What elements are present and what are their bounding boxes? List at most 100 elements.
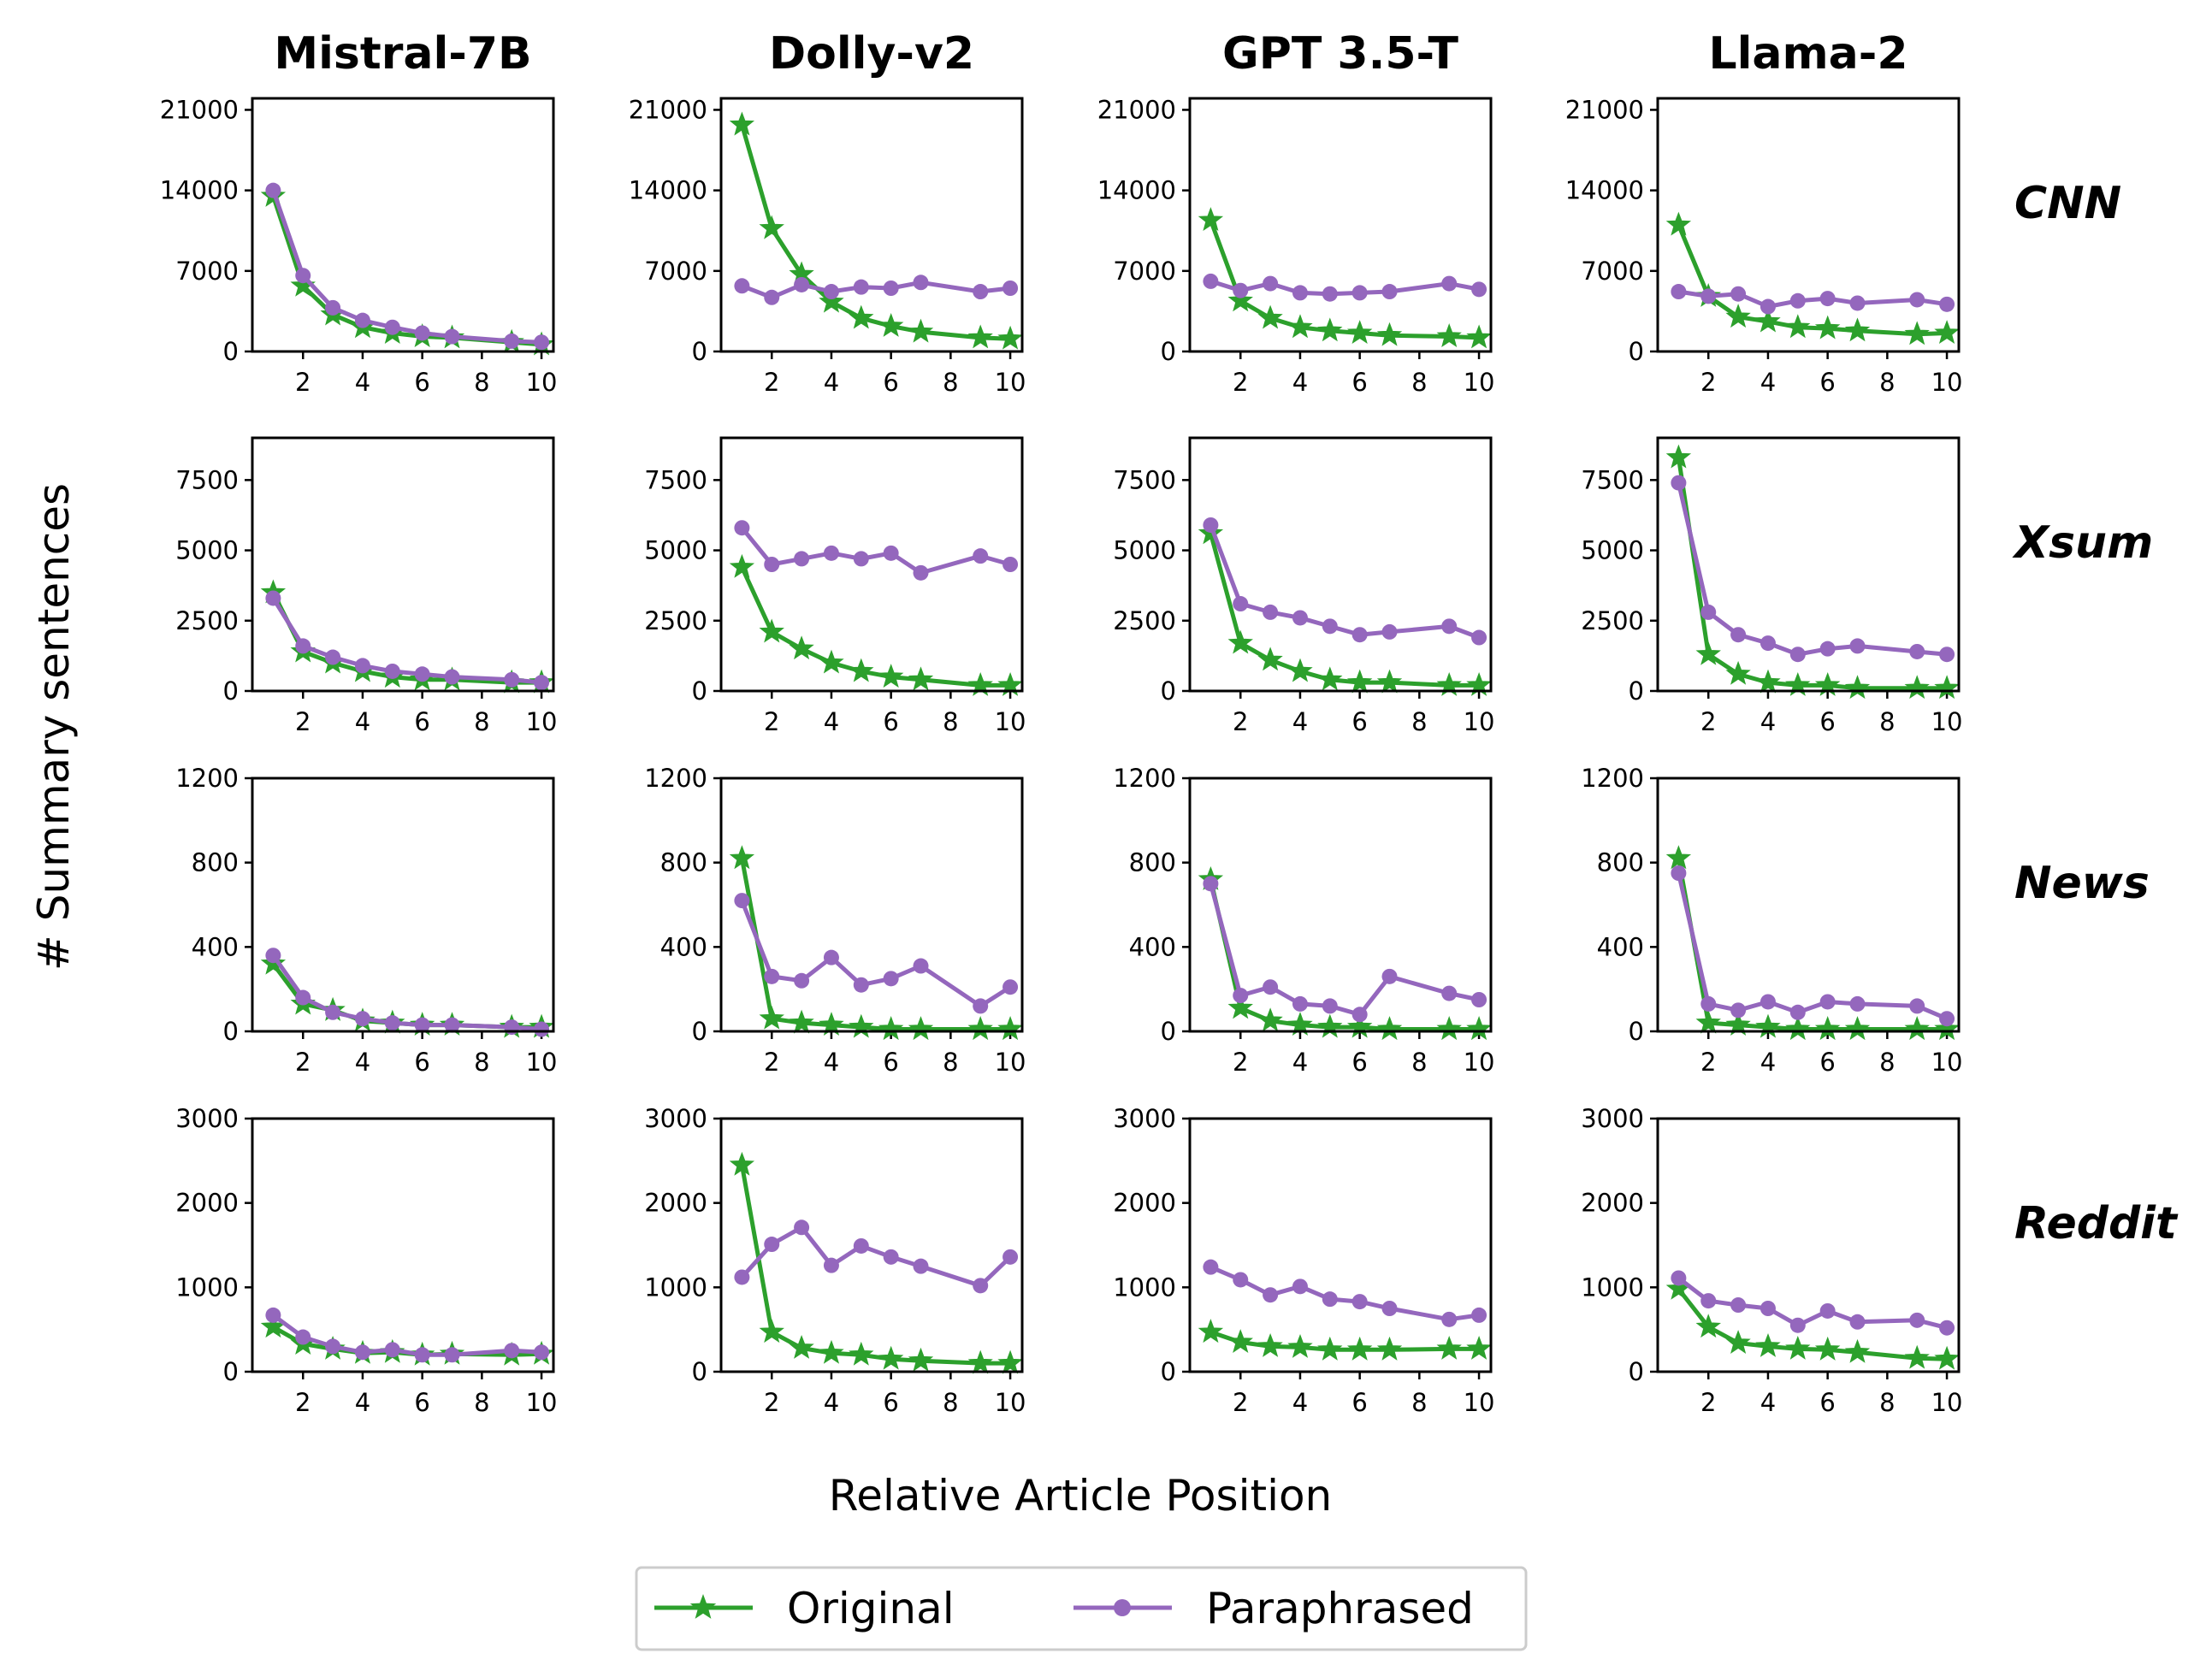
panel-news-mistral-7b: 0 400 800 1200 2 4 6 8 10 — [175, 764, 557, 1077]
point-original — [1317, 1336, 1343, 1361]
y-tick-label: 2500 — [644, 606, 707, 635]
x-tick-label: 4 — [1292, 1388, 1308, 1417]
panel-frame — [719, 776, 1024, 1033]
point-paraphrased — [1849, 995, 1866, 1012]
point-original — [1376, 669, 1403, 694]
y-tick-label: 800 — [660, 848, 707, 877]
point-original — [1695, 641, 1721, 665]
x-tick-label: 10 — [1464, 368, 1495, 397]
y-tick-label: 3000 — [1581, 1104, 1644, 1133]
point-paraphrased — [1322, 618, 1338, 635]
point-paraphrased — [1789, 1317, 1806, 1333]
row-labels: CNN Xsum News Reddit — [2012, 178, 2179, 1249]
x-tick-label: 4 — [1760, 1048, 1776, 1077]
point-paraphrased — [1819, 641, 1836, 657]
point-original — [849, 1013, 874, 1038]
point-paraphrased — [1263, 604, 1279, 620]
series-paraphrased — [1671, 284, 1955, 315]
x-tick-label: 4 — [1292, 707, 1308, 736]
point-original — [908, 1016, 934, 1041]
x-tick-label: 4 — [1760, 368, 1776, 397]
y-tick-label: 0 — [223, 1357, 239, 1386]
series-line-paraphrased — [740, 1225, 1012, 1288]
x-tick-label: 8 — [474, 1388, 489, 1417]
point-paraphrased — [444, 1017, 460, 1033]
point-paraphrased — [913, 958, 929, 974]
point-paraphrased — [823, 284, 839, 300]
y-tick-label: 1000 — [644, 1273, 707, 1302]
series-original — [1198, 207, 1492, 349]
point-original — [1198, 1319, 1224, 1343]
point-paraphrased — [1471, 1307, 1487, 1323]
x-tick-label: 6 — [1819, 1388, 1835, 1417]
point-original — [849, 1341, 874, 1366]
x-tick-label: 2 — [1233, 1048, 1248, 1077]
point-original — [1317, 666, 1343, 691]
point-paraphrased — [1819, 1302, 1836, 1319]
point-paraphrased — [794, 1219, 810, 1236]
x-tick-label: 10 — [995, 368, 1026, 397]
x-tick-label: 2 — [1700, 707, 1716, 736]
panel-frame — [719, 1117, 1024, 1373]
panel-frame — [1656, 436, 1961, 693]
point-original — [1725, 660, 1751, 685]
series-paraphrased — [1203, 876, 1487, 1023]
point-paraphrased — [295, 1329, 311, 1345]
point-paraphrased — [734, 278, 750, 294]
y-tick-label: 5000 — [1581, 536, 1644, 565]
y-tick-label: 1200 — [644, 764, 707, 793]
point-original — [1665, 211, 1692, 236]
x-tick-label: 6 — [883, 1388, 898, 1417]
x-tick-label: 10 — [1931, 1388, 1963, 1417]
point-paraphrased — [1441, 275, 1458, 292]
x-tick-label: 8 — [1879, 1048, 1895, 1077]
series-line-original — [1210, 1330, 1480, 1352]
point-paraphrased — [1819, 994, 1836, 1010]
column-title-dolly-v2: Dolly-v2 — [769, 28, 974, 80]
series-line-paraphrased — [1676, 482, 1948, 657]
point-paraphrased — [1292, 995, 1308, 1012]
point-paraphrased — [853, 279, 869, 295]
series-line-paraphrased — [1676, 872, 1949, 1021]
point-paraphrased — [1381, 623, 1398, 640]
y-tick-label: 0 — [223, 1017, 239, 1046]
series-line-original — [1208, 533, 1480, 688]
y-tick-label: 0 — [223, 337, 239, 366]
y-tick-label: 0 — [692, 676, 707, 706]
y-tick-label: 7500 — [644, 465, 707, 494]
point-paraphrased — [325, 649, 341, 665]
point-paraphrased — [504, 1343, 520, 1359]
point-paraphrased — [764, 289, 780, 305]
x-tick-label: 2 — [295, 707, 311, 736]
point-paraphrased — [384, 319, 400, 335]
x-tick-label: 8 — [474, 1048, 489, 1077]
point-paraphrased — [883, 280, 899, 296]
point-original — [1227, 287, 1253, 312]
point-original — [789, 635, 814, 660]
point-original — [908, 666, 934, 691]
x-tick-label: 8 — [1879, 1388, 1895, 1417]
y-tick-label: 2500 — [1581, 606, 1644, 635]
point-paraphrased — [1730, 286, 1747, 302]
point-original — [759, 618, 784, 643]
point-paraphrased — [534, 334, 550, 351]
x-tick-label: 8 — [1411, 1048, 1427, 1077]
y-tick-label: 400 — [660, 932, 707, 961]
point-original — [1814, 1336, 1841, 1361]
series-paraphrased — [265, 1307, 550, 1363]
y-tick-label: 7500 — [175, 465, 239, 494]
y-tick-label: 800 — [1597, 848, 1644, 877]
point-paraphrased — [504, 671, 520, 688]
point-original — [1287, 314, 1313, 339]
point-original — [1725, 304, 1751, 328]
point-paraphrased — [764, 968, 780, 984]
series-paraphrased — [734, 275, 1019, 305]
legend-label-original: Original — [787, 1584, 955, 1633]
point-paraphrased — [384, 1342, 400, 1358]
y-tick-label: 1000 — [1581, 1273, 1644, 1302]
x-tick-label: 2 — [1233, 1388, 1248, 1417]
point-original — [1904, 675, 1930, 700]
y-tick-label: 400 — [192, 932, 239, 961]
point-paraphrased — [354, 658, 370, 674]
y-tick-label: 14000 — [1097, 176, 1176, 205]
